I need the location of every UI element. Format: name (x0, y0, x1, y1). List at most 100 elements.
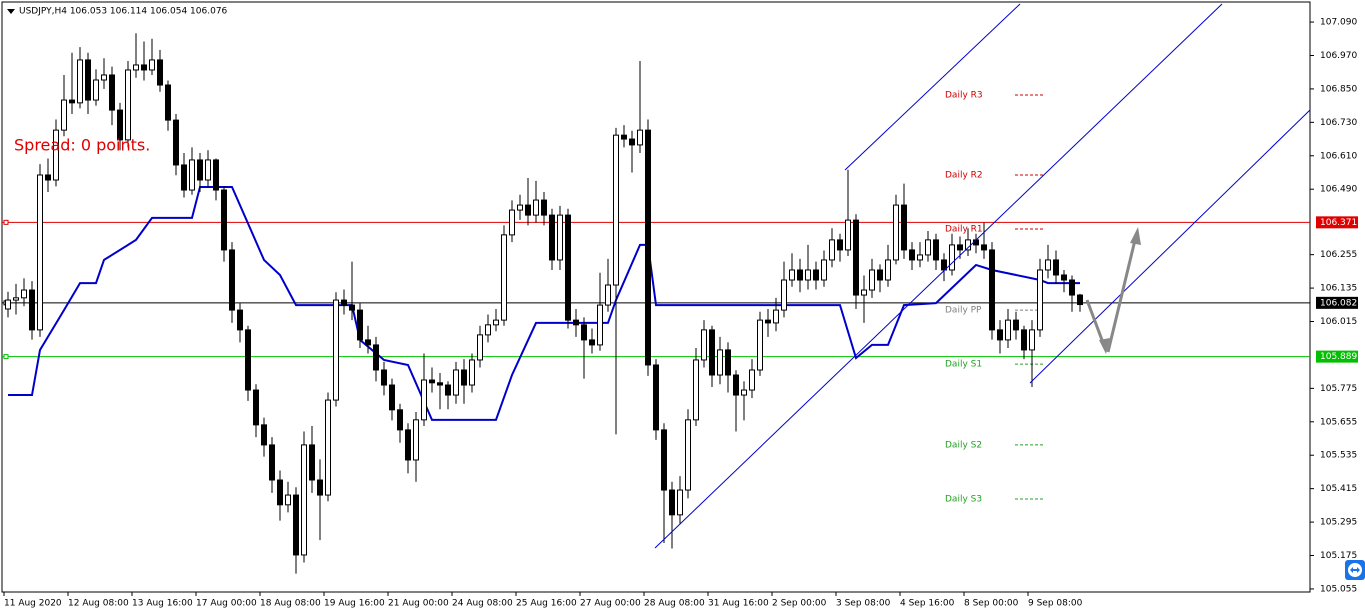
candle-body (389, 384, 395, 411)
candle-body (909, 249, 915, 261)
x-tick-label: 24 Aug 08:00 (452, 599, 513, 609)
candle-body (21, 289, 27, 299)
price-label-box (1316, 216, 1358, 229)
arrow-line (1106, 239, 1137, 353)
candle-body (677, 489, 683, 516)
candle-body (309, 444, 315, 481)
pivot-label: Daily S1 (945, 360, 982, 370)
candle-body (85, 59, 91, 101)
candle-body (533, 199, 539, 216)
candle-body (349, 304, 355, 311)
candle-body (261, 424, 267, 446)
candle-body (205, 159, 211, 181)
candle-body (101, 74, 107, 81)
x-tick-label: 19 Aug 16:00 (324, 599, 385, 609)
candle-body (485, 324, 491, 336)
candle-body (357, 309, 363, 341)
candle-body (773, 309, 779, 324)
candle-body (1037, 269, 1043, 331)
candle-body (69, 99, 75, 104)
channel-line (1029, 109, 1311, 384)
candle-body (941, 259, 947, 271)
candle-body (813, 269, 819, 281)
x-tick-label: 27 Aug 00:00 (580, 599, 641, 609)
y-tick-label: 105.535 (1320, 451, 1357, 461)
candle-body (981, 244, 987, 251)
candle-body (701, 329, 707, 361)
candle-body (93, 79, 99, 101)
candle-body (613, 134, 619, 286)
candle-body (365, 339, 371, 346)
pivot-label: Daily R3 (945, 91, 983, 101)
candle-body (445, 384, 451, 396)
pivot-label: Daily R1 (945, 225, 983, 235)
candle-body (549, 214, 555, 261)
plot-frame (1, 1, 1311, 593)
candle-body (301, 444, 307, 556)
candle-body (461, 369, 467, 386)
candle-body (1045, 259, 1051, 271)
candle-body (541, 199, 547, 216)
candle-body (949, 244, 955, 271)
y-tick-label: 105.415 (1320, 484, 1357, 494)
candle-body (709, 329, 715, 376)
candle-body (253, 389, 259, 426)
candle-body (421, 379, 427, 421)
candle-body (725, 349, 731, 376)
candle-body (277, 479, 283, 506)
y-tick-label: 105.295 (1320, 518, 1357, 528)
candle-body (629, 138, 635, 146)
candle-body (757, 319, 763, 371)
candle-body (717, 349, 723, 376)
y-tick-label: 105.175 (1320, 551, 1357, 561)
pivot-label: Daily S3 (945, 494, 982, 504)
x-tick-label: 13 Aug 16:00 (132, 599, 193, 609)
y-tick-label: 105.655 (1320, 417, 1357, 427)
x-tick-label: 9 Sep 08:00 (1028, 599, 1083, 609)
candle-body (765, 319, 771, 324)
x-tick-label: 28 Aug 08:00 (644, 599, 705, 609)
candle-body (885, 259, 891, 281)
candle-body (781, 279, 787, 311)
y-tick-label: 106.015 (1320, 317, 1357, 327)
candle-body (989, 249, 995, 331)
candle-body (669, 489, 675, 516)
candle-body (645, 129, 651, 366)
candle-body (1053, 259, 1059, 276)
candle-body (61, 99, 67, 131)
channel-line (844, 3, 1021, 171)
candle-body (733, 374, 739, 396)
candle-body (29, 289, 35, 331)
candle-body (749, 369, 755, 391)
candle-body (861, 289, 867, 296)
candle-body (517, 204, 523, 211)
candle-body (141, 64, 147, 71)
candle-body (829, 239, 835, 261)
y-tick-label: 106.490 (1320, 185, 1357, 195)
indicator-line (8, 185, 1080, 421)
x-tick-label: 2 Sep 00:00 (772, 599, 827, 609)
x-tick-label: 21 Aug 00:00 (388, 599, 449, 609)
candle-body (165, 84, 171, 121)
forecast-arrows (1085, 227, 1141, 354)
candle-body (933, 239, 939, 261)
x-tick-label: 3 Sep 08:00 (836, 599, 891, 609)
candle-body (133, 64, 139, 71)
y-tick-label: 106.850 (1320, 84, 1357, 94)
candle-body (501, 234, 507, 321)
candle-body (221, 189, 227, 251)
pivot-label: Daily S2 (945, 440, 982, 450)
candle-body (237, 309, 243, 331)
candle-body (605, 284, 611, 306)
menu-triangle[interactable] (7, 9, 15, 14)
candle-body (525, 204, 531, 216)
candle-body (869, 269, 875, 291)
candle-body (173, 119, 179, 166)
y-tick-label: 107.090 (1320, 18, 1357, 28)
pivot-label: Daily PP (945, 306, 982, 316)
candle-body (189, 159, 195, 191)
candle-body (573, 319, 579, 326)
candle-body (957, 244, 963, 251)
candle-body (157, 59, 163, 86)
price-label-box (1316, 350, 1358, 363)
